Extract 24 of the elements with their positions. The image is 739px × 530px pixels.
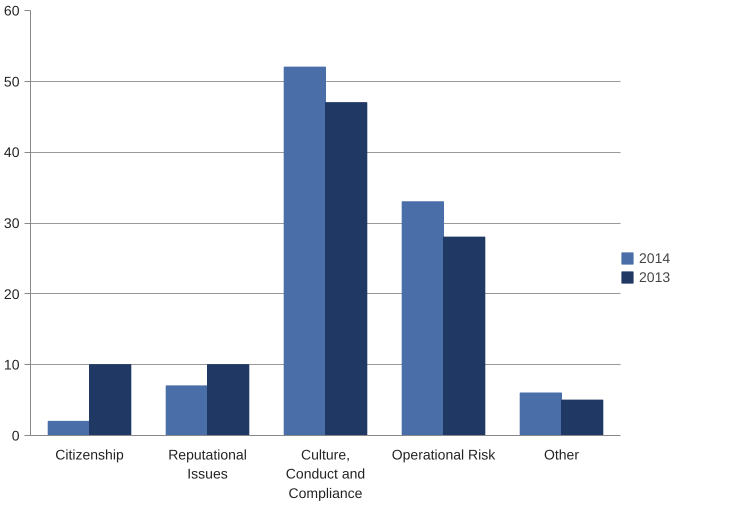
x-tick-label: Operational Risk [392, 446, 496, 462]
x-tick-label: Culture, Conduct and Compliance [286, 446, 366, 501]
x-tick-label: Reputational Issues [168, 446, 247, 482]
bar [48, 420, 90, 436]
y-tick-label: 0 [12, 428, 20, 444]
y-tick-label: 40 [4, 144, 20, 160]
bar [561, 400, 604, 436]
bar [166, 385, 208, 436]
y-tick-label: 50 [4, 73, 20, 90]
y-tick-label: 60 [4, 2, 20, 18]
bar [325, 102, 368, 436]
y-tick-label: 20 [4, 286, 20, 302]
legend-label: 2013 [639, 269, 670, 285]
bar [284, 66, 326, 436]
y-tick-label: 10 [4, 356, 20, 373]
y-tick-label: 30 [4, 215, 20, 231]
legend-label: 2014 [639, 250, 670, 266]
x-tick-label: Citizenship [55, 446, 124, 462]
bar [520, 392, 562, 436]
bar [89, 364, 132, 436]
x-tick-label: Other [544, 446, 580, 462]
bar [402, 201, 444, 436]
bar [207, 364, 250, 436]
bar [443, 236, 486, 436]
